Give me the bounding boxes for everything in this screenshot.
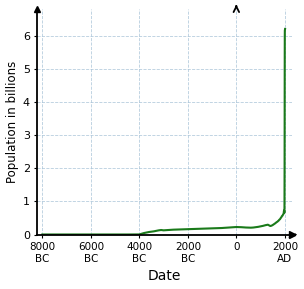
Y-axis label: Population in billions: Population in billions — [5, 61, 19, 183]
X-axis label: Date: Date — [148, 269, 181, 284]
